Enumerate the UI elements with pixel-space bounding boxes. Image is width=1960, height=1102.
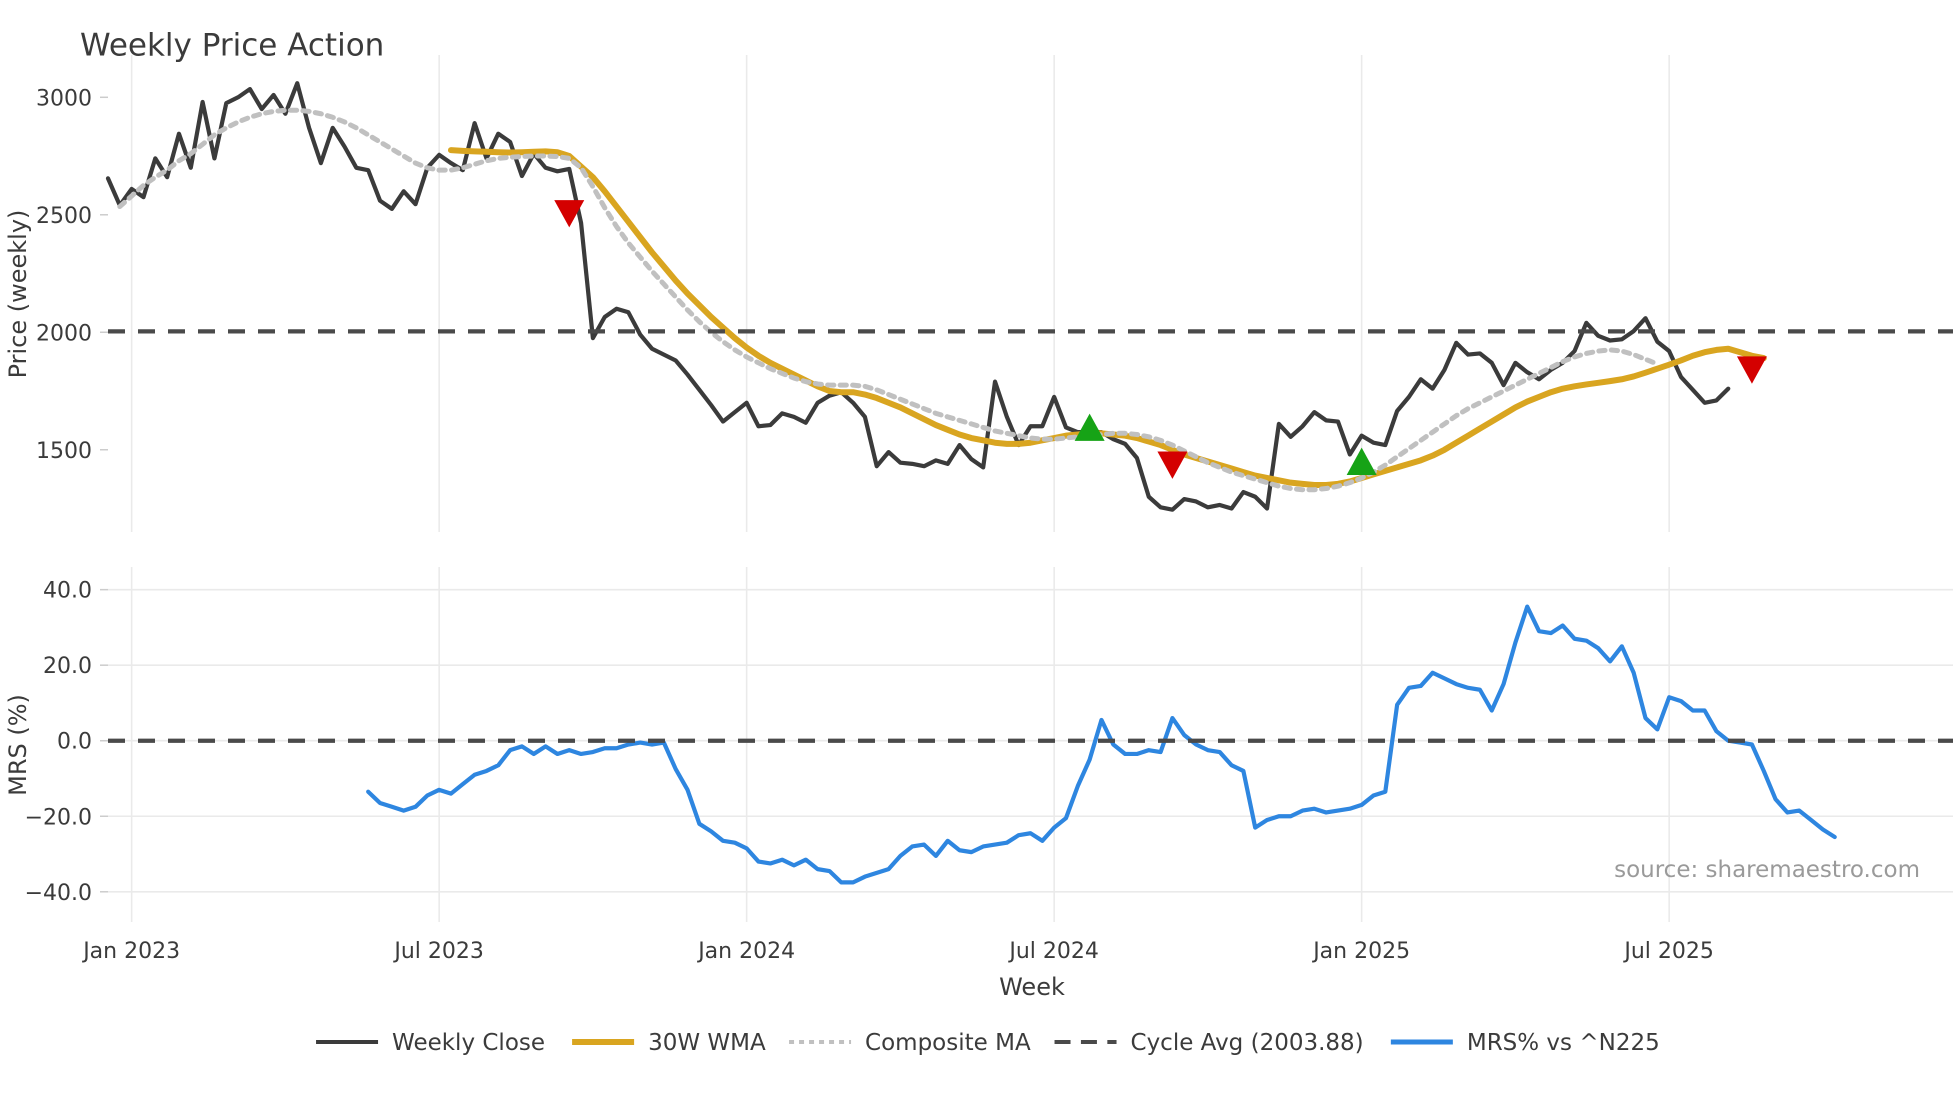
- x-axis-label: Week: [999, 973, 1065, 1001]
- legend-label-1[interactable]: 30W WMA: [648, 1030, 766, 1056]
- series-line-weekly-close: [105, 81, 1731, 512]
- x-axis-tick-label: Jul 2024: [1007, 939, 1099, 964]
- signal-markers-group: [554, 200, 1767, 479]
- legend-label-0[interactable]: Weekly Close: [392, 1030, 545, 1056]
- x-axis-tick-label: Jan 2025: [1311, 939, 1410, 964]
- mrs-panel-series-group: [366, 604, 1837, 885]
- legend-label-3[interactable]: Cycle Avg (2003.88): [1131, 1030, 1364, 1056]
- price-panel-gridlines: [130, 55, 1670, 532]
- source-watermark: source: sharemaestro.com: [1614, 857, 1920, 883]
- series-line-mrs-vs-n225: [366, 604, 1837, 885]
- x-axis-tick-label: Jan 2023: [81, 939, 180, 964]
- price-y-label: 1500: [36, 439, 92, 464]
- legend-label-2[interactable]: Composite MA: [865, 1030, 1031, 1056]
- price-y-label: 3000: [36, 86, 92, 111]
- x-axis-tick-label: Jul 2025: [1622, 939, 1714, 964]
- buy-signal-marker: [1074, 413, 1105, 441]
- chart-legend: Weekly Close 30W WMA Composite MA Cycle Avg…: [316, 1030, 1660, 1056]
- mrs-y-label: 20.0: [43, 654, 92, 679]
- mrs-y-label: −20.0: [25, 805, 92, 830]
- sell-signal-marker: [1736, 356, 1767, 384]
- buy-signal-marker: [1346, 447, 1377, 475]
- mrs-y-label: 40.0: [43, 579, 92, 604]
- mrs-y-axis-ticks: −40.0 −20.0 0.0 20.0 40.0: [25, 579, 108, 906]
- page-title: Weekly Price Action: [80, 27, 384, 63]
- price-y-axis-ticks: 1500 2000 2500 3000: [36, 86, 108, 464]
- series-line-composite-ma: [117, 107, 1660, 493]
- x-axis-ticks: Jan 2023 Jul 2023 Jan 2024 Jul 2024 Jan 2025…: [81, 939, 1714, 964]
- x-axis-tick-label: Jul 2023: [392, 939, 484, 964]
- sell-signal-marker: [1157, 451, 1188, 479]
- price-panel-series-group: [105, 81, 1767, 512]
- x-axis-tick-label: Jan 2024: [696, 939, 795, 964]
- mrs-y-label: −40.0: [25, 881, 92, 906]
- mrs-y-axis-label: MRS (%): [4, 694, 32, 796]
- price-y-label: 2000: [36, 321, 92, 346]
- price-y-axis-label: Price (weekly): [4, 210, 32, 379]
- sell-signal-marker: [554, 200, 585, 228]
- mrs-y-label: 0.0: [57, 730, 92, 755]
- price-y-label: 2500: [36, 204, 92, 229]
- legend-label-4[interactable]: MRS% vs ^N225: [1467, 1030, 1660, 1056]
